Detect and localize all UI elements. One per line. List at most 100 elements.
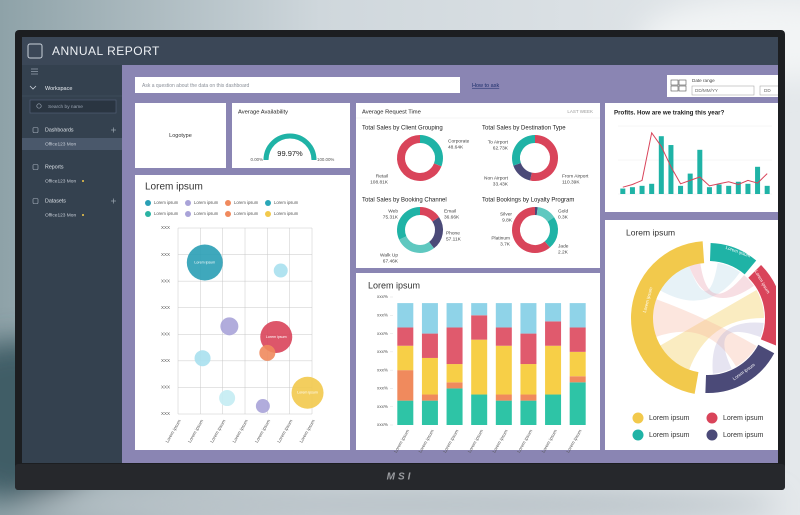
bar-segment [446,364,463,383]
section-item[interactable]: Office123 Mon [45,141,76,147]
card-title: Profits. How are we traking this year? [614,110,725,117]
bar-segment [446,327,463,365]
donut-label-name: To Airport [488,139,509,145]
y-tick-label: xxx% [377,294,388,299]
bar-segment [495,394,512,401]
donut-label-value: 57.11K [446,236,462,242]
donut-label-name: Retail [376,173,388,179]
legend-swatch [632,429,644,441]
legend-label: Lorem ipsum [194,200,219,205]
y-tick-label: XXX [161,252,170,257]
donut-title: Total Sales by Booking Channel [362,198,447,204]
donut-label-value: 33.43K [493,181,509,187]
donut-label-name: Silver [500,211,512,217]
legend-swatch [265,200,271,206]
section-label[interactable]: Dashboards [45,127,74,133]
profits-card [605,103,778,212]
bubble-label: Lorem ipsum [194,260,215,264]
donut-label-value: 2.2K [558,249,569,255]
selected-item [22,138,122,150]
bar-segment [520,303,537,334]
bar-segment [569,382,586,425]
y-tick-label: xxx% [377,349,388,354]
donut-title: Total Bookings by Loyalty Program [482,198,574,204]
question-placeholder[interactable]: Ask a question about the data on this da… [142,83,250,89]
donut-label-name: Non Airport [484,175,509,181]
chord-ribbon [688,262,754,299]
bar-segment [397,370,414,401]
sidebar [22,65,122,463]
window-title: ANNUAL REPORT [52,44,160,58]
gauge-value-label: 99.97% [277,149,303,158]
bar-segment [397,303,414,328]
calendar-icon [678,79,687,86]
donut-label-name: Walk Up [380,252,398,258]
section-icon [32,198,39,204]
help-link[interactable]: How to ask [472,83,499,89]
bubble [194,350,211,367]
bar-segment [495,400,512,425]
donut-label-name: Jade [558,243,569,249]
calendar-icon [670,85,679,92]
bar [745,183,751,194]
donut-label-name: Platinum [491,235,510,241]
donut-segment [419,207,440,222]
donut-label-name: Web [388,208,398,214]
section-item[interactable]: Office123 Mon [45,212,76,218]
donut-label-value: 3.7K [500,241,511,247]
section-item[interactable]: Office123 Mon [45,178,76,184]
legend-label: Lorem ipsum [649,432,690,439]
bar-segment [446,388,463,425]
bar [649,183,655,194]
date-from[interactable] [691,85,755,96]
donut-segment [530,135,558,181]
date-to[interactable] [759,85,782,96]
logo-card [135,103,226,168]
status-dot [82,180,84,182]
card-period: LAST WEEK [567,109,593,114]
gauge-max: 100.00% [317,157,334,162]
y-tick-label: XXX [161,385,170,390]
bubble-label: Lorem ipsum [266,335,287,339]
section-label[interactable]: Datasets [45,198,66,204]
bar-segment [495,345,512,395]
donut-title: Total Sales by Client Grouping [362,126,443,132]
date-to-text: DD [764,88,771,93]
bar-segment [421,357,438,395]
legend-label: Lorem ipsum [234,200,259,205]
bar-segment [495,303,512,328]
card-title: Average Availability [238,110,288,116]
chord-ribbon [651,298,757,367]
y-tick-label: xxx% [377,422,388,427]
bar [735,181,741,194]
card-title: Lorem ipsum [368,280,420,290]
gauge-value [263,133,317,161]
bubble [219,390,236,407]
bar [639,185,645,194]
section-label[interactable]: Reports [45,164,64,170]
bubble [291,376,324,409]
bubble [273,263,288,278]
bar-segment [569,303,586,328]
donut-label-value: 110.39K [562,179,580,185]
y-tick-label: xxx% [377,386,388,391]
question-box[interactable] [135,77,460,93]
search-icon [36,103,42,109]
donut-label-value: 48.64K [448,144,464,150]
section-icon [32,164,39,170]
legend-label: Lorem ipsum [234,211,259,216]
legend-label: Lorem ipsum [649,415,690,422]
search-box[interactable] [29,99,117,114]
bar-segment [569,376,586,383]
bar-segment [520,394,537,401]
y-tick-label: XXX [161,411,170,416]
chord-arc [709,243,757,275]
bar [726,185,732,194]
arc-label: Lorem ipsum [642,286,654,313]
logo-text: Logotype [169,133,192,139]
status-dot [82,214,84,216]
bar-segment [471,339,488,395]
chord-arc [631,241,705,394]
screen: ANNUAL REPORT Workspace Search by name Dash… [22,37,782,463]
y-tick-label: XXX [161,225,170,230]
